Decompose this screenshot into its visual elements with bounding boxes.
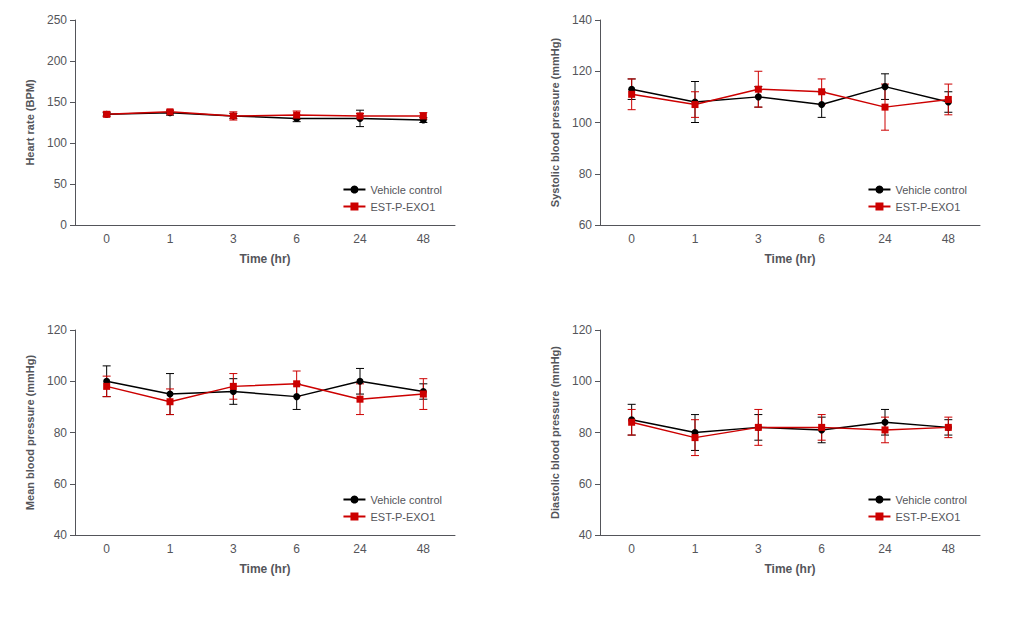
- svg-text:1: 1: [167, 232, 174, 246]
- svg-text:40: 40: [579, 528, 593, 542]
- svg-text:250: 250: [47, 13, 67, 27]
- svg-text:100: 100: [47, 136, 67, 150]
- svg-text:120: 120: [572, 64, 592, 78]
- svg-text:200: 200: [47, 54, 67, 68]
- svg-text:Vehicle control: Vehicle control: [895, 184, 967, 196]
- svg-text:3: 3: [755, 542, 762, 556]
- svg-text:100: 100: [572, 374, 592, 388]
- svg-text:0: 0: [103, 542, 110, 556]
- svg-text:24: 24: [353, 542, 367, 556]
- svg-text:80: 80: [579, 426, 593, 440]
- svg-text:120: 120: [572, 323, 592, 337]
- svg-text:EST-P-EXO1: EST-P-EXO1: [895, 511, 960, 523]
- svg-text:60: 60: [579, 218, 593, 232]
- svg-text:48: 48: [417, 542, 431, 556]
- svg-text:Systolic blood pressure (mmHg): Systolic blood pressure (mmHg): [549, 38, 561, 208]
- svg-text:0: 0: [628, 232, 635, 246]
- svg-text:48: 48: [417, 232, 431, 246]
- svg-text:Diastolic blood pressure (mmHg: Diastolic blood pressure (mmHg): [549, 346, 561, 519]
- svg-text:1: 1: [692, 542, 699, 556]
- svg-text:3: 3: [755, 232, 762, 246]
- svg-text:0: 0: [60, 218, 67, 232]
- svg-text:1: 1: [692, 232, 699, 246]
- svg-text:Vehicle control: Vehicle control: [370, 184, 442, 196]
- svg-text:Vehicle control: Vehicle control: [370, 494, 442, 506]
- svg-text:3: 3: [230, 232, 237, 246]
- svg-text:100: 100: [572, 116, 592, 130]
- svg-text:140: 140: [572, 13, 592, 27]
- svg-text:80: 80: [579, 167, 593, 181]
- svg-text:50: 50: [54, 177, 68, 191]
- svg-text:80: 80: [54, 426, 68, 440]
- svg-text:EST-P-EXO1: EST-P-EXO1: [895, 201, 960, 213]
- svg-text:Vehicle control: Vehicle control: [895, 494, 967, 506]
- svg-text:3: 3: [230, 542, 237, 556]
- svg-text:24: 24: [878, 542, 892, 556]
- svg-text:120: 120: [47, 323, 67, 337]
- svg-text:40: 40: [54, 528, 68, 542]
- svg-text:EST-P-EXO1: EST-P-EXO1: [370, 201, 435, 213]
- svg-text:48: 48: [942, 542, 956, 556]
- svg-text:Time (hr): Time (hr): [239, 562, 290, 576]
- svg-text:Heart rate (BPM): Heart rate (BPM): [24, 79, 36, 166]
- svg-text:Time (hr): Time (hr): [239, 252, 290, 266]
- svg-text:1: 1: [167, 542, 174, 556]
- svg-text:150: 150: [47, 95, 67, 109]
- svg-text:6: 6: [293, 232, 300, 246]
- svg-text:6: 6: [293, 542, 300, 556]
- svg-text:6: 6: [818, 232, 825, 246]
- svg-text:Time (hr): Time (hr): [764, 252, 815, 266]
- svg-text:48: 48: [942, 232, 956, 246]
- svg-text:0: 0: [628, 542, 635, 556]
- svg-text:EST-P-EXO1: EST-P-EXO1: [370, 511, 435, 523]
- svg-text:Time (hr): Time (hr): [764, 562, 815, 576]
- svg-text:100: 100: [47, 374, 67, 388]
- svg-text:60: 60: [54, 477, 68, 491]
- svg-text:6: 6: [818, 542, 825, 556]
- svg-text:0: 0: [103, 232, 110, 246]
- svg-text:60: 60: [579, 477, 593, 491]
- svg-text:24: 24: [353, 232, 367, 246]
- svg-text:Mean blood pressure (mmHg): Mean blood pressure (mmHg): [24, 355, 36, 511]
- svg-text:24: 24: [878, 232, 892, 246]
